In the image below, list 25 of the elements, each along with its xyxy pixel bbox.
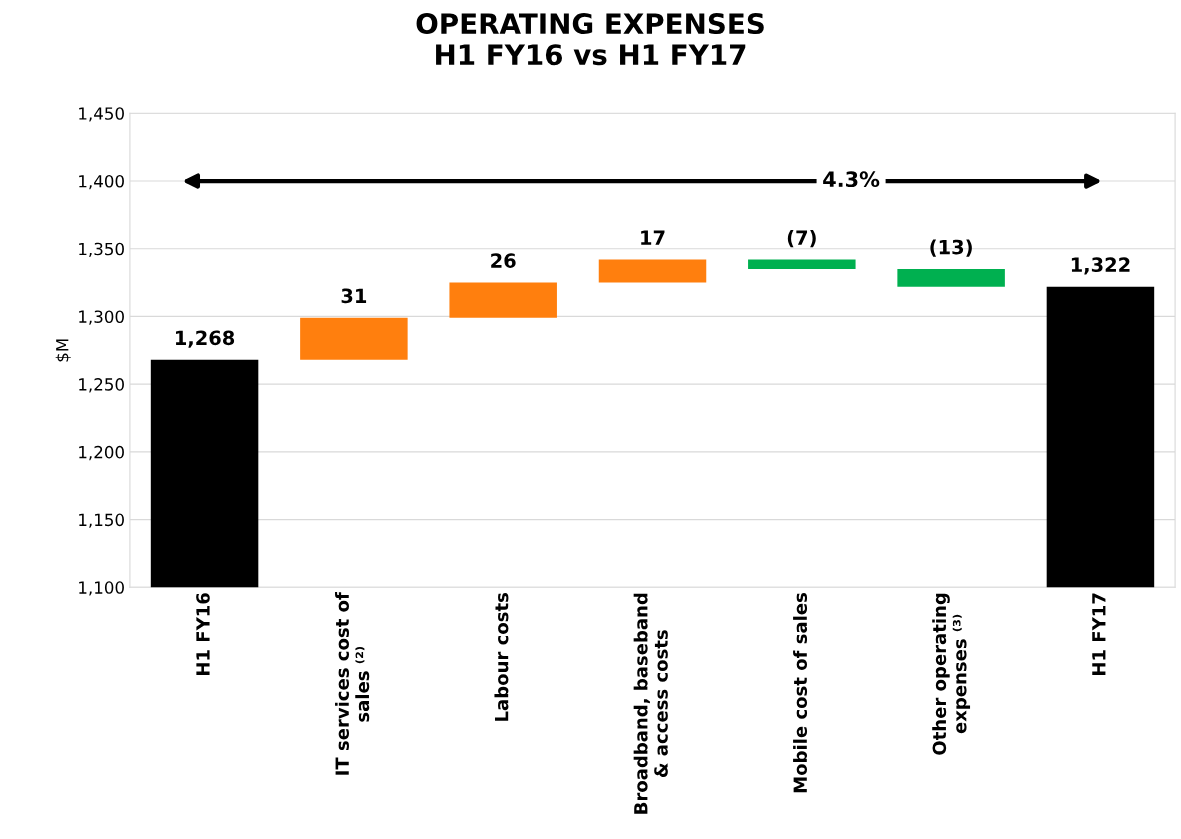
y-tick-label: 1,400 <box>79 174 124 190</box>
x-tick-label: Mobile cost of sales <box>793 593 808 793</box>
data-label: (7) <box>787 229 816 248</box>
annotation: 4.3% <box>823 171 880 188</box>
x-tick-label: Other operating expenses ⁽³⁾ <box>932 593 971 755</box>
data-label: 1,322 <box>1071 257 1130 275</box>
y-tick-label: 1,450 <box>79 107 124 122</box>
y-tick-label: 1,300 <box>79 310 124 325</box>
chart-title: OPERATING EXPENSES H1 FY16 vs H1 FY17 <box>416 13 764 66</box>
y-tick-label: 1,200 <box>79 445 124 461</box>
x-tick-label: IT services cost of sales ⁽²⁾ <box>335 592 370 775</box>
data-label: 26 <box>491 253 516 268</box>
x-tick-label: Broadband, baseband & access costs <box>633 593 668 814</box>
x-tick-label: H1 FY16 <box>196 593 210 675</box>
y-axis-title: $M <box>55 339 71 362</box>
x-tick-label: H1 FY17 <box>1092 593 1106 675</box>
y-tick-label: 1,150 <box>79 513 124 528</box>
data-label: 31 <box>341 288 367 304</box>
y-tick-label: 1,100 <box>79 581 124 596</box>
data-label: (13) <box>930 239 972 257</box>
y-tick-label: 1,350 <box>79 242 124 257</box>
data-label: 17 <box>641 230 665 245</box>
data-label: 1,268 <box>176 330 235 348</box>
y-tick-label: 1,250 <box>79 378 124 393</box>
x-tick-label: Labour costs <box>494 593 509 721</box>
